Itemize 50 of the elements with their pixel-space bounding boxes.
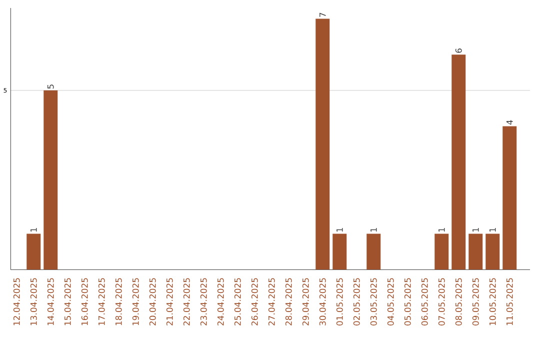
x-tick-label: 30.04.2025 [319, 278, 326, 326]
x-tick-label: 12.04.2025 [13, 278, 20, 326]
x-tick-label: 11.05.2025 [506, 278, 513, 326]
x-tick-label: 17.04.2025 [98, 278, 105, 326]
bar [468, 234, 483, 270]
bar [332, 234, 347, 270]
data-label: 1 [438, 228, 445, 232]
bar [486, 234, 500, 270]
bar [316, 18, 330, 270]
x-tick-label: 07.05.2025 [438, 278, 445, 326]
data-label: 4 [506, 120, 513, 125]
x-tick-label: 21.04.2025 [166, 278, 173, 326]
x-tick-label: 25.04.2025 [234, 278, 241, 326]
data-label: 5 [47, 84, 54, 89]
x-tick-label: 10.05.2025 [489, 278, 496, 326]
bar [26, 234, 41, 270]
bar [44, 90, 58, 270]
x-tick-label: 29.04.2025 [302, 278, 309, 326]
x-tick-label: 20.04.2025 [149, 278, 156, 326]
x-tick-label: 23.04.2025 [200, 278, 207, 326]
x-tick-label: 27.04.2025 [268, 278, 275, 326]
bar [452, 54, 466, 270]
x-tick-label: 14.04.2025 [47, 278, 54, 326]
x-tick-label: 06.05.2025 [421, 278, 428, 326]
x-tick-label: 02.05.2025 [353, 278, 360, 326]
x-tick-label: 22.04.2025 [183, 278, 190, 326]
x-tick-label: 28.04.2025 [285, 278, 292, 326]
data-label: 1 [472, 228, 479, 232]
x-tick-label: 24.04.2025 [217, 278, 224, 326]
data-label: 1 [490, 228, 496, 232]
x-tick-label: 15.04.2025 [64, 278, 71, 326]
x-tick-label: 05.05.2025 [404, 278, 411, 326]
x-tick-label: 04.05.2025 [387, 278, 394, 326]
x-tick-label: 09.05.2025 [472, 278, 479, 326]
data-label: 1 [370, 228, 377, 232]
bar [502, 126, 517, 270]
x-tick-label: 03.05.2025 [370, 278, 377, 326]
x-tick-label: 26.04.2025 [251, 278, 258, 326]
bar [366, 234, 381, 270]
data-label: 7 [320, 13, 326, 18]
x-tick-label: 18.04.2025 [115, 278, 122, 326]
data-label: 1 [336, 228, 343, 232]
x-tick-label: 01.05.2025 [336, 278, 343, 326]
x-tick-label: 08.05.2025 [455, 278, 462, 326]
data-label: 1 [30, 228, 37, 232]
x-tick-label: 19.04.2025 [132, 278, 139, 326]
x-tick-label: 13.04.2025 [30, 278, 37, 326]
x-tick-label: 16.04.2025 [81, 278, 88, 326]
bar [434, 234, 449, 270]
data-label: 6 [455, 48, 462, 54]
